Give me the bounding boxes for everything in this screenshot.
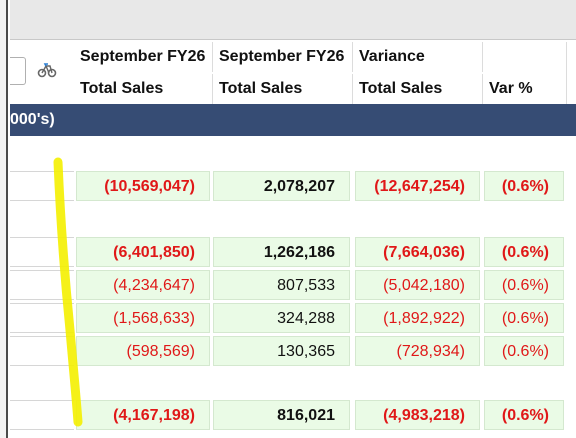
cell-var-pct[interactable]: (0.6%) bbox=[484, 270, 564, 300]
column-header-total-sales[interactable]: Total Sales bbox=[213, 74, 353, 104]
column-header-blank bbox=[483, 42, 567, 72]
cell-prior-sales[interactable]: 1,262,186 bbox=[213, 237, 350, 267]
cell-prior-sales[interactable]: 2,078,207 bbox=[213, 171, 350, 201]
cell-var-pct[interactable]: (0.6%) bbox=[484, 237, 564, 267]
cell-prior-sales[interactable]: 816,021 bbox=[213, 400, 350, 430]
cell-prior-sales[interactable]: 130,365 bbox=[213, 336, 350, 366]
cell-variance[interactable]: (728,934) bbox=[355, 336, 480, 366]
column-header-var-pct[interactable]: Var % bbox=[483, 74, 567, 104]
cell-current-sales[interactable]: (598,569) bbox=[76, 336, 210, 366]
cell-var-pct[interactable]: (0.6%) bbox=[484, 336, 564, 366]
row-label-cell bbox=[10, 237, 74, 267]
cell-current-sales[interactable]: (6,401,850) bbox=[76, 237, 210, 267]
cell-variance[interactable]: (12,647,254) bbox=[355, 171, 480, 201]
section-band bbox=[10, 104, 576, 136]
cell-prior-sales[interactable]: 807,533 bbox=[213, 270, 350, 300]
cell-variance[interactable]: (4,983,218) bbox=[355, 400, 480, 430]
cell-current-sales[interactable]: (10,569,047) bbox=[76, 171, 210, 201]
filter-input[interactable] bbox=[10, 57, 26, 85]
cell-prior-sales[interactable]: 324,288 bbox=[213, 303, 350, 333]
column-header-total-sales[interactable]: Total Sales bbox=[353, 74, 483, 104]
cell-current-sales[interactable]: (4,234,647) bbox=[76, 270, 210, 300]
window-left-border bbox=[0, 0, 8, 438]
cell-variance[interactable]: (1,892,922) bbox=[355, 303, 480, 333]
row-label-cell bbox=[10, 303, 74, 333]
visual-header-bar bbox=[10, 0, 576, 40]
highlight-annotation bbox=[53, 157, 83, 427]
drill-through-icon[interactable] bbox=[37, 62, 57, 78]
column-header-period[interactable]: September FY26 bbox=[74, 42, 213, 72]
cell-current-sales[interactable]: (1,568,633) bbox=[76, 303, 210, 333]
column-header-variance[interactable]: Variance bbox=[353, 42, 483, 72]
header-divider bbox=[566, 42, 567, 104]
section-band-label: 000's) bbox=[10, 111, 55, 128]
row-label-cell bbox=[10, 171, 74, 201]
column-header-total-sales[interactable]: Total Sales bbox=[74, 74, 213, 104]
row-label-cell bbox=[10, 270, 74, 300]
cell-var-pct[interactable]: (0.6%) bbox=[484, 171, 564, 201]
cell-variance[interactable]: (5,042,180) bbox=[355, 270, 480, 300]
row-label-cell bbox=[10, 400, 74, 430]
cell-var-pct[interactable]: (0.6%) bbox=[484, 303, 564, 333]
row-label-cell bbox=[10, 336, 74, 366]
cell-current-sales[interactable]: (4,167,198) bbox=[76, 400, 210, 430]
cell-variance[interactable]: (7,664,036) bbox=[355, 237, 480, 267]
column-header-period[interactable]: September FY26 bbox=[213, 42, 353, 72]
cell-var-pct[interactable]: (0.6%) bbox=[484, 400, 564, 430]
